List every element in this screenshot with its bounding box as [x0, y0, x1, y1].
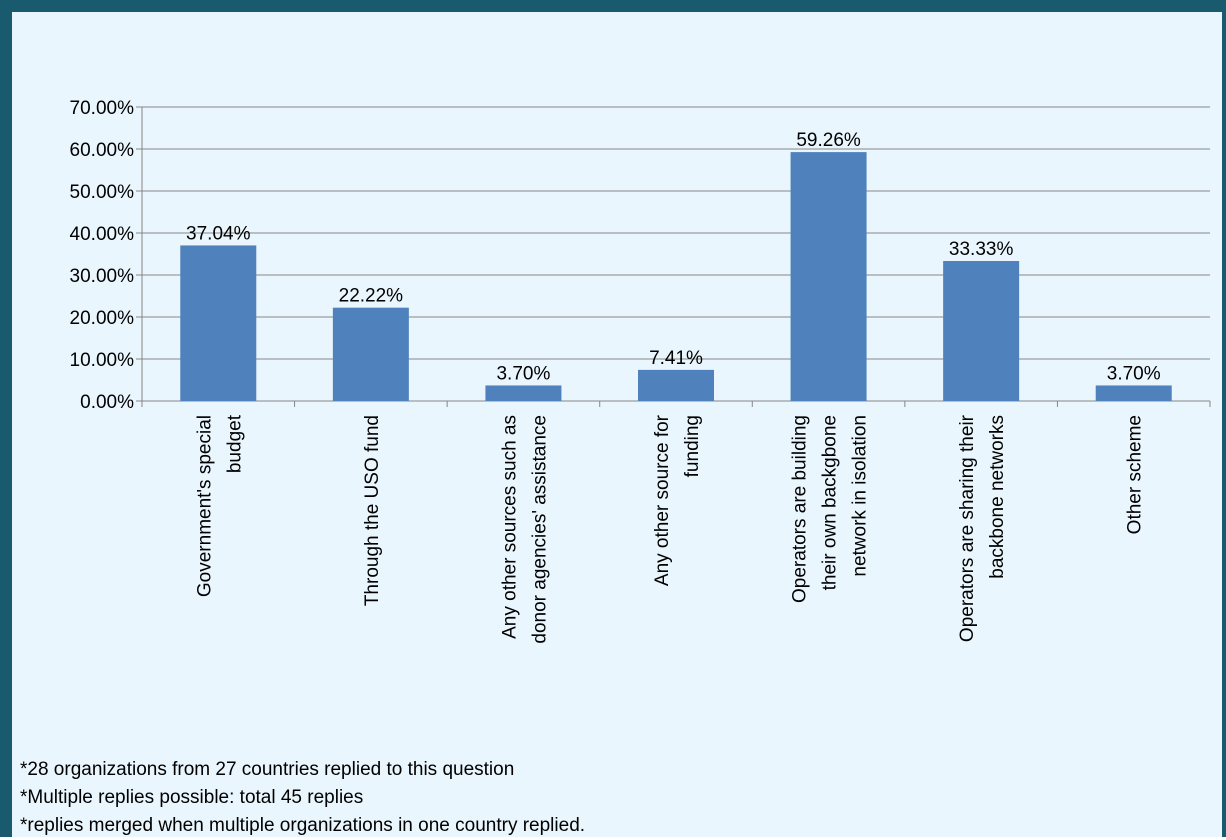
bar: [332, 307, 409, 401]
y-tick-label: 40.00%: [70, 224, 135, 245]
y-tick-label: 50.00%: [70, 182, 135, 203]
y-tick-label: 0.00%: [80, 392, 134, 413]
data-label: 33.33%: [949, 239, 1014, 260]
x-tick-label-line: Through the USO fund: [362, 415, 383, 606]
bar: [180, 245, 257, 401]
x-tick-label-line: donor agencies' assistance: [529, 415, 550, 644]
footnote: *Multiple replies possible: total 45 rep…: [20, 787, 364, 808]
data-label: 22.22%: [339, 286, 404, 307]
data-label: 3.70%: [496, 363, 550, 384]
x-tick-label-line: backbone networks: [987, 415, 1008, 579]
y-tick-label: 70.00%: [70, 98, 135, 119]
data-label: 59.26%: [796, 130, 861, 151]
x-tick-label: Government's special budget: [194, 414, 245, 597]
x-tick-label-line: Any other sources such as: [499, 415, 520, 639]
x-tick-label: Any other source for funding: [652, 414, 703, 586]
bar: [1095, 385, 1172, 401]
x-tick-label-line: Other scheme: [1125, 415, 1146, 534]
data-label: 37.04%: [186, 223, 251, 244]
x-tick-label-line: network in isolation: [850, 415, 871, 577]
x-tick-label-line: Operators are building: [790, 415, 811, 603]
y-tick-label: 10.00%: [70, 350, 135, 371]
data-label: 7.41%: [649, 348, 703, 369]
y-tick-label: 20.00%: [70, 308, 135, 329]
x-tick-label: Other scheme: [1125, 415, 1146, 534]
bar: [485, 385, 562, 401]
footnote: *28 organizations from 27 countries repl…: [20, 759, 515, 780]
x-tick-label-line: budget: [224, 414, 245, 473]
bar: [790, 152, 867, 401]
bar: [638, 369, 714, 401]
x-tick-label-line: funding: [682, 415, 703, 477]
y-tick-label: 60.00%: [70, 140, 135, 161]
x-tick-label-line: Any other source for: [652, 414, 673, 586]
bar: [943, 261, 1020, 401]
y-tick-label: 30.00%: [70, 266, 135, 287]
x-tick-label: Any other sources such as donor agencies'…: [499, 415, 550, 644]
footnotes: *28 organizations from 27 countries repl…: [20, 756, 585, 840]
data-label: 3.70%: [1107, 363, 1161, 384]
x-tick-label: Operators are building their own backgbon…: [790, 415, 871, 603]
x-tick-label-line: Government's special: [194, 415, 215, 597]
x-tick-label: Through the USO fund: [362, 415, 383, 606]
x-tick-label-line: Operators are sharing their: [957, 414, 978, 642]
x-tick-label-line: their own backgbone: [820, 415, 841, 590]
x-tick-label: Operators are sharing their backbone netw…: [957, 414, 1008, 642]
bar-chart: 0.00% 10.00% 20.00% 30.00% 40.00% 50.00% 60.00…: [70, 98, 1211, 644]
footnote: *replies merged when multiple organizati…: [20, 815, 586, 836]
